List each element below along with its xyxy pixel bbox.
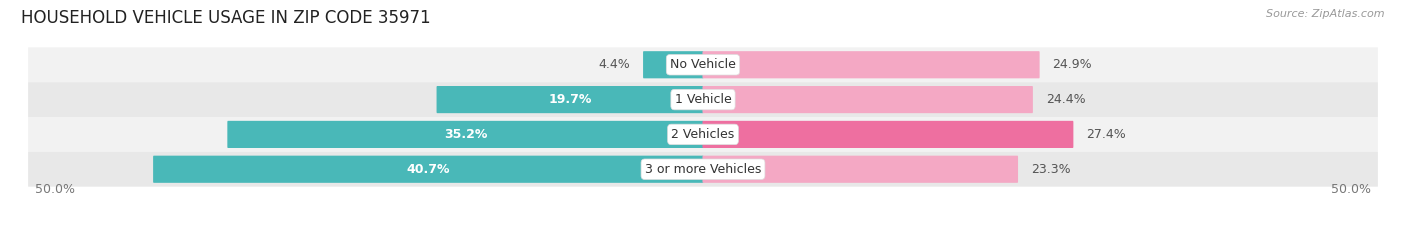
FancyBboxPatch shape xyxy=(28,47,1378,82)
FancyBboxPatch shape xyxy=(228,121,703,148)
FancyBboxPatch shape xyxy=(703,121,1073,148)
FancyBboxPatch shape xyxy=(436,86,703,113)
Text: 2 Vehicles: 2 Vehicles xyxy=(672,128,734,141)
Text: HOUSEHOLD VEHICLE USAGE IN ZIP CODE 35971: HOUSEHOLD VEHICLE USAGE IN ZIP CODE 3597… xyxy=(21,9,430,27)
Text: Source: ZipAtlas.com: Source: ZipAtlas.com xyxy=(1267,9,1385,19)
FancyBboxPatch shape xyxy=(703,156,1018,183)
Text: 1 Vehicle: 1 Vehicle xyxy=(675,93,731,106)
FancyBboxPatch shape xyxy=(28,152,1378,187)
Text: 35.2%: 35.2% xyxy=(444,128,486,141)
Text: 40.7%: 40.7% xyxy=(406,163,450,176)
Text: 19.7%: 19.7% xyxy=(548,93,592,106)
FancyBboxPatch shape xyxy=(703,86,1033,113)
Text: 23.3%: 23.3% xyxy=(1031,163,1070,176)
Text: 24.4%: 24.4% xyxy=(1046,93,1085,106)
FancyBboxPatch shape xyxy=(28,82,1378,117)
Text: 50.0%: 50.0% xyxy=(35,183,75,196)
Text: 50.0%: 50.0% xyxy=(1331,183,1371,196)
Text: No Vehicle: No Vehicle xyxy=(671,58,735,71)
Text: 3 or more Vehicles: 3 or more Vehicles xyxy=(645,163,761,176)
Text: 24.9%: 24.9% xyxy=(1053,58,1092,71)
Text: 27.4%: 27.4% xyxy=(1087,128,1126,141)
FancyBboxPatch shape xyxy=(703,51,1039,78)
FancyBboxPatch shape xyxy=(28,117,1378,152)
FancyBboxPatch shape xyxy=(153,156,703,183)
FancyBboxPatch shape xyxy=(643,51,703,78)
Text: 4.4%: 4.4% xyxy=(599,58,630,71)
